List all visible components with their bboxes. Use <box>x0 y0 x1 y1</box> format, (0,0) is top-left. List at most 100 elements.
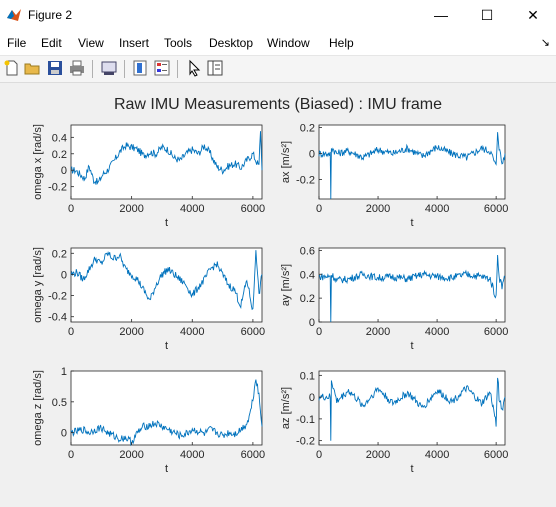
x-tick-label: 6000 <box>484 449 508 461</box>
y-tick-label: 0 <box>61 428 67 440</box>
save-icon[interactable] <box>46 59 64 77</box>
axes-box <box>318 247 506 323</box>
series-line <box>70 379 263 447</box>
window-title: Figure 2 <box>28 8 73 22</box>
pointer-icon[interactable] <box>185 59 203 77</box>
menu-tools[interactable]: Tools <box>164 36 193 50</box>
x-tick-label: 6000 <box>241 203 265 215</box>
x-tick-label: 4000 <box>425 326 449 338</box>
x-tick-label: 6000 <box>484 203 508 215</box>
y-tick-label: 0.2 <box>52 149 67 161</box>
subplot-5[interactable]: 0 2000 4000 6000 0 0.5 1 t omega z [rad/s] <box>32 366 265 475</box>
axes-box <box>70 370 263 446</box>
y-tick-label: 0.2 <box>52 248 67 260</box>
y-tick-label: 0 <box>61 269 67 281</box>
print-icon[interactable] <box>68 59 86 77</box>
series-line <box>318 254 506 323</box>
y-tick-label: 0.2 <box>300 293 315 305</box>
maximize-button[interactable]: ☐ <box>480 7 494 23</box>
x-tick-label: 4000 <box>425 449 449 461</box>
subplot-3[interactable]: 0 2000 4000 6000 -0.4 -0.2 0 0.2 t omega y [rad/s… <box>32 247 265 352</box>
colorbar-icon[interactable] <box>131 59 149 77</box>
x-tick-label: 2000 <box>119 326 143 338</box>
link-plot-icon[interactable] <box>100 59 118 77</box>
axes-box <box>318 370 506 446</box>
y-tick-label: 0.1 <box>300 370 315 382</box>
y-tick-label: 0 <box>309 317 315 329</box>
x-tick-label: 2000 <box>366 326 390 338</box>
y-axis-label: omega z [rad/s] <box>32 370 44 446</box>
dock-arrow-icon[interactable]: ↘ <box>540 37 550 49</box>
menu-insert[interactable]: Insert <box>119 36 150 50</box>
toolbar-separator <box>92 60 93 78</box>
menu-desktop[interactable]: Desktop <box>209 36 254 50</box>
x-axis-label: t <box>165 340 168 352</box>
x-tick-label: 0 <box>68 449 74 461</box>
legend-icon[interactable] <box>153 59 171 77</box>
figure-canvas[interactable]: Raw IMU Measurements (Biased) : IMU fram… <box>0 83 556 502</box>
y-tick-label: 0.6 <box>300 245 315 257</box>
x-tick-label: 0 <box>316 203 322 215</box>
y-tick-label: 0.4 <box>52 132 67 144</box>
y-tick-label: 0 <box>61 165 67 177</box>
x-tick-label: 6000 <box>241 449 265 461</box>
x-tick-label: 0 <box>316 326 322 338</box>
menu-help[interactable]: Help <box>329 36 354 50</box>
menu-edit[interactable]: Edit <box>41 36 62 50</box>
axes-box <box>318 124 506 200</box>
series-line <box>318 132 506 200</box>
x-tick-label: 4000 <box>425 203 449 215</box>
y-tick-label: 0.4 <box>300 269 315 281</box>
y-axis-label: ax [m/s²] <box>280 141 292 183</box>
y-tick-label: 0 <box>309 392 315 404</box>
close-button[interactable]: ✕ <box>527 7 539 23</box>
menu-file[interactable]: File <box>7 36 27 50</box>
x-axis-label: t <box>165 217 168 229</box>
y-tick-label: -0.4 <box>48 312 67 324</box>
matlab-figure-icon <box>7 9 21 21</box>
y-axis-label: ay [m/s²] <box>280 264 292 306</box>
series-line <box>70 250 263 311</box>
y-tick-label: 0.5 <box>52 397 67 409</box>
toolbar <box>0 56 556 83</box>
figure-svg: Raw IMU Measurements (Biased) : IMU fram… <box>32 96 508 475</box>
window-title-bar: Figure 2 — ☐ ✕ <box>0 0 556 31</box>
new-figure-icon[interactable] <box>3 59 21 77</box>
property-editor-icon[interactable] <box>206 59 224 77</box>
minimize-button[interactable]: — <box>434 7 448 23</box>
axes-box <box>70 124 263 200</box>
x-tick-label: 4000 <box>180 203 204 215</box>
y-tick-label: -0.1 <box>296 414 315 426</box>
x-tick-label: 4000 <box>180 326 204 338</box>
y-axis-label: az [m/s²] <box>280 387 292 429</box>
toolbar-separator <box>124 60 125 78</box>
y-tick-label: -0.2 <box>48 182 67 194</box>
y-axis-label: omega x [rad/s] <box>32 124 44 200</box>
menu-window[interactable]: Window <box>267 36 310 50</box>
series-line <box>70 131 263 185</box>
x-axis-label: t <box>410 340 413 352</box>
x-tick-label: 0 <box>68 203 74 215</box>
y-tick-label: -0.2 <box>296 175 315 187</box>
x-tick-label: 2000 <box>119 203 143 215</box>
x-axis-label: t <box>165 463 168 475</box>
y-tick-label: 1 <box>61 366 67 378</box>
x-axis-label: t <box>410 463 413 475</box>
y-tick-label: 0.2 <box>300 123 315 135</box>
series-line <box>318 377 506 441</box>
menu-view[interactable]: View <box>78 36 104 50</box>
y-tick-label: -0.2 <box>48 291 67 303</box>
subplot-6[interactable]: 0 2000 4000 6000 -0.2 -0.1 0 0.1 t az [m/s²] <box>280 370 508 475</box>
subplot-2[interactable]: 0 2000 4000 6000 -0.2 0 0.2 t ax [m/s²] <box>280 123 508 229</box>
menu-bar: File Edit View Insert Tools Desktop Wind… <box>0 31 556 56</box>
y-tick-label: 0 <box>309 149 315 161</box>
x-tick-label: 0 <box>316 449 322 461</box>
x-tick-label: 2000 <box>119 449 143 461</box>
figure-title: Raw IMU Measurements (Biased) : IMU fram… <box>114 96 442 113</box>
x-tick-label: 4000 <box>180 449 204 461</box>
subplot-4[interactable]: 0 2000 4000 6000 0 0.2 0.4 0.6 t ay [m/s²] <box>280 245 508 352</box>
open-file-icon[interactable] <box>23 59 41 77</box>
x-axis-label: t <box>410 217 413 229</box>
x-tick-label: 2000 <box>366 203 390 215</box>
